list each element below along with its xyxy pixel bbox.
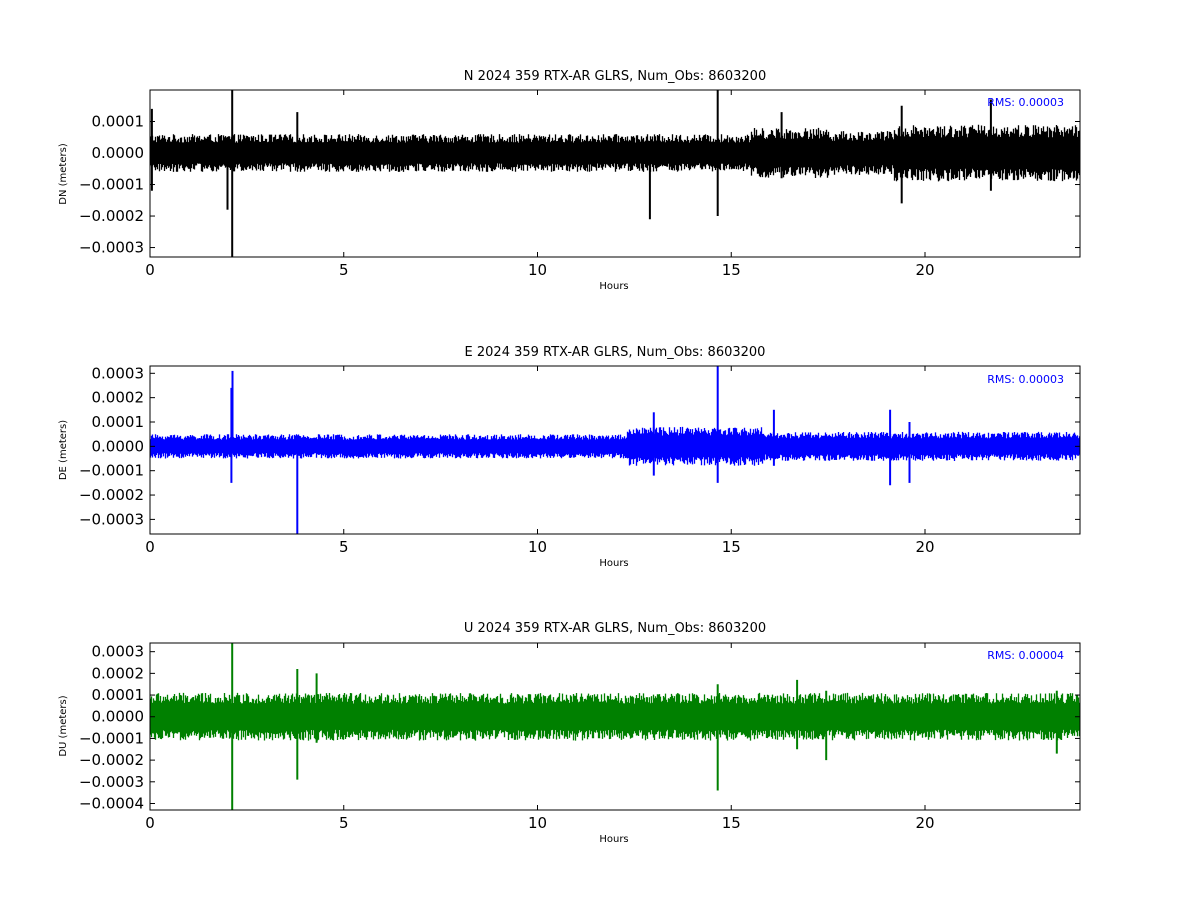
y-tick-label: −0.0003 [79, 773, 144, 791]
subplot-e: E 2024 359 RTX-AR GLRS, Num_Obs: 8603200… [58, 345, 1081, 569]
y-tick-label: 0.0001 [92, 113, 145, 131]
x-tick-label: 10 [528, 814, 547, 832]
y-tick-group: −0.0003 −0.0002 −0.0001 0.0000 0.0001 [79, 113, 1080, 257]
x-tick-label: 20 [915, 814, 934, 832]
x-tick-label: 10 [528, 538, 547, 556]
x-tick-label: 0 [145, 814, 155, 832]
series-line [149, 692, 1081, 741]
rms-label: RMS: 0.00003 [987, 96, 1064, 109]
trace-group [149, 90, 1081, 257]
rms-label: RMS: 0.00004 [987, 649, 1064, 662]
x-tick-label: 0 [145, 261, 155, 279]
x-tick-label: 15 [722, 538, 741, 556]
plot-frame [149, 642, 1081, 811]
y-tick-label: 0.0002 [92, 664, 145, 682]
plot-frame [149, 365, 1081, 535]
x-axis-label: Hours [599, 281, 628, 292]
x-axis-label: Hours [599, 558, 628, 569]
x-tick-label: 20 [915, 261, 934, 279]
y-axis-label: DE (meters) [58, 420, 69, 480]
y-tick-label: 0.0003 [92, 643, 145, 661]
trace-group [149, 643, 1081, 810]
y-tick-label: −0.0004 [79, 794, 144, 812]
y-tick-label: −0.0001 [79, 729, 144, 747]
rms-label: RMS: 0.00003 [987, 373, 1064, 386]
x-tick-group: 0 5 10 15 20 [145, 366, 935, 556]
x-tick-label: 5 [339, 814, 349, 832]
y-tick-label: −0.0003 [79, 239, 144, 257]
y-axis-label: DU (meters) [58, 695, 69, 756]
y-tick-label: 0.0000 [92, 144, 145, 162]
x-tick-label: 15 [722, 261, 741, 279]
y-tick-label: 0.0000 [92, 437, 145, 455]
y-tick-label: 0.0001 [92, 413, 145, 431]
x-tick-label: 0 [145, 538, 155, 556]
y-tick-label: 0.0001 [92, 686, 145, 704]
subplot-n: N 2024 359 RTX-AR GLRS, Num_Obs: 8603200… [58, 69, 1081, 292]
x-tick-label: 15 [722, 814, 741, 832]
y-tick-label: −0.0002 [79, 486, 144, 504]
x-axis-label: Hours [599, 834, 628, 845]
plot-title: E 2024 359 RTX-AR GLRS, Num_Obs: 8603200 [465, 345, 766, 360]
y-tick-label: −0.0001 [79, 176, 144, 194]
x-tick-label: 5 [339, 261, 349, 279]
x-tick-group: 0 5 10 15 20 [145, 643, 935, 832]
y-axis-label: DN (meters) [58, 143, 69, 205]
y-tick-label: 0.0000 [92, 708, 145, 726]
y-tick-label: 0.0003 [92, 364, 145, 382]
plot-title: N 2024 359 RTX-AR GLRS, Num_Obs: 8603200 [464, 69, 766, 84]
y-tick-label: −0.0003 [79, 510, 144, 528]
plot-title: U 2024 359 RTX-AR GLRS, Num_Obs: 8603200 [464, 621, 766, 636]
y-tick-label: −0.0001 [79, 462, 144, 480]
y-tick-label: −0.0002 [79, 207, 144, 225]
subplot-u: U 2024 359 RTX-AR GLRS, Num_Obs: 8603200… [58, 621, 1081, 845]
y-tick-label: 0.0002 [92, 389, 145, 407]
y-tick-group: −0.0004 −0.0003 −0.0002 −0.0001 0.0000 0.0001… [79, 643, 1080, 812]
x-tick-label: 10 [528, 261, 547, 279]
x-tick-label: 5 [339, 538, 349, 556]
x-tick-group: 0 5 10 15 20 [145, 90, 935, 279]
x-tick-label: 20 [915, 538, 934, 556]
y-tick-group: −0.0003 −0.0002 −0.0001 0.0000 0.0001 0.0002 0… [79, 364, 1080, 528]
y-tick-label: −0.0002 [79, 751, 144, 769]
plot-frame [149, 89, 1081, 258]
